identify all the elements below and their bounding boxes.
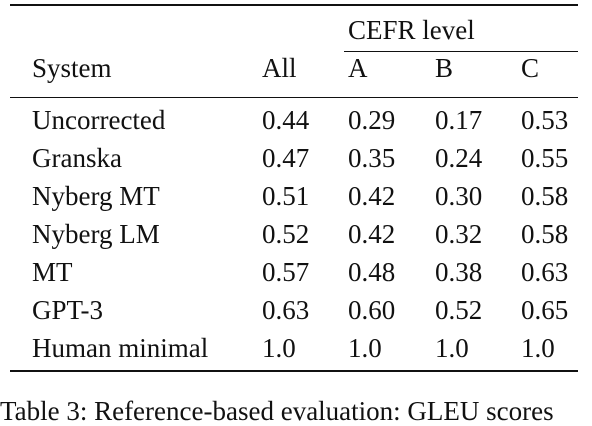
score-a: 0.42 [348,181,396,211]
score-c: 0.55 [521,143,569,173]
system-name: MT [32,257,73,287]
score-all: 1.0 [262,333,296,363]
column-header-b: B [435,53,454,83]
score-c: 0.53 [521,105,569,135]
column-header-c: C [521,53,540,83]
score-b: 0.30 [435,181,483,211]
system-name: Nyberg LM [32,219,160,249]
score-b: 0.17 [435,105,483,135]
score-c: 0.58 [521,219,569,249]
score-b: 0.38 [435,257,483,287]
system-name: Granska [32,143,122,173]
score-a: 0.48 [348,257,396,287]
score-all: 0.57 [262,257,310,287]
score-c: 1.0 [521,333,555,363]
score-a: 0.35 [348,143,396,173]
score-c: 0.58 [521,181,569,211]
score-all: 0.51 [262,181,310,211]
column-header-all: All [262,53,297,83]
score-a: 0.29 [348,105,396,135]
score-a: 0.42 [348,219,396,249]
system-name: Nyberg MT [32,181,160,211]
score-b: 0.52 [435,295,483,325]
score-b: 1.0 [435,333,469,363]
score-b: 0.32 [435,219,483,249]
score-c: 0.65 [521,295,569,325]
header-rule [10,97,578,98]
score-all: 0.63 [262,295,310,325]
column-header-system: System [32,53,112,83]
column-header-a: A [348,53,368,83]
cefr-group-rule [344,51,578,52]
score-all: 0.52 [262,219,310,249]
system-name: Human minimal [32,333,209,363]
system-name: Uncorrected [32,105,166,135]
score-all: 0.47 [262,143,310,173]
score-b: 0.24 [435,143,483,173]
score-c: 0.63 [521,257,569,287]
system-name: GPT-3 [32,295,104,325]
score-a: 0.60 [348,295,396,325]
top-rule [10,4,578,6]
score-a: 1.0 [348,333,382,363]
cefr-level-header: CEFR level [348,15,475,45]
table-caption: Table 3: Reference-based evaluation: GLE… [0,396,554,426]
score-all: 0.44 [262,105,310,135]
results-table: CEFR level System All A B C Uncorrected … [10,4,578,372]
bottom-rule [10,370,578,372]
